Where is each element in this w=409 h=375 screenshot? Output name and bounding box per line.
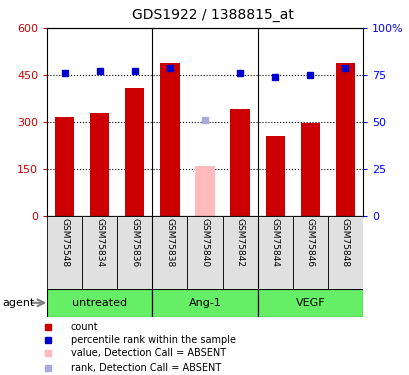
FancyBboxPatch shape — [152, 216, 187, 289]
Text: percentile rank within the sample: percentile rank within the sample — [70, 335, 235, 345]
Bar — [335, 63, 354, 216]
Bar — [55, 117, 74, 216]
Bar — [125, 87, 144, 216]
FancyBboxPatch shape — [47, 289, 152, 317]
FancyBboxPatch shape — [257, 216, 292, 289]
Text: GSM75840: GSM75840 — [200, 218, 209, 267]
Text: GSM75844: GSM75844 — [270, 218, 279, 267]
Text: value, Detection Call = ABSENT: value, Detection Call = ABSENT — [70, 348, 225, 358]
Text: GSM75836: GSM75836 — [130, 218, 139, 267]
Bar — [160, 63, 179, 216]
Bar — [265, 136, 284, 216]
FancyBboxPatch shape — [257, 289, 362, 317]
Text: GSM75834: GSM75834 — [95, 218, 104, 267]
Text: GSM75846: GSM75846 — [305, 218, 314, 267]
Text: rank, Detection Call = ABSENT: rank, Detection Call = ABSENT — [70, 363, 220, 373]
FancyBboxPatch shape — [327, 216, 362, 289]
FancyBboxPatch shape — [187, 216, 222, 289]
Bar — [230, 110, 249, 216]
Text: count: count — [70, 322, 98, 332]
Bar — [300, 123, 319, 216]
Bar — [195, 166, 214, 216]
Text: GSM75838: GSM75838 — [165, 218, 174, 267]
Bar — [90, 112, 109, 216]
FancyBboxPatch shape — [117, 216, 152, 289]
FancyBboxPatch shape — [47, 216, 82, 289]
Text: Ang-1: Ang-1 — [188, 298, 221, 308]
Text: GDS1922 / 1388815_at: GDS1922 / 1388815_at — [132, 8, 293, 21]
Text: GSM75842: GSM75842 — [235, 218, 244, 267]
FancyBboxPatch shape — [222, 216, 257, 289]
Text: untreated: untreated — [72, 298, 127, 308]
Text: GSM75848: GSM75848 — [340, 218, 349, 267]
Text: GSM75548: GSM75548 — [60, 218, 69, 267]
FancyBboxPatch shape — [82, 216, 117, 289]
FancyBboxPatch shape — [152, 289, 257, 317]
FancyBboxPatch shape — [292, 216, 327, 289]
Text: agent: agent — [2, 298, 34, 308]
Text: VEGF: VEGF — [295, 298, 324, 308]
